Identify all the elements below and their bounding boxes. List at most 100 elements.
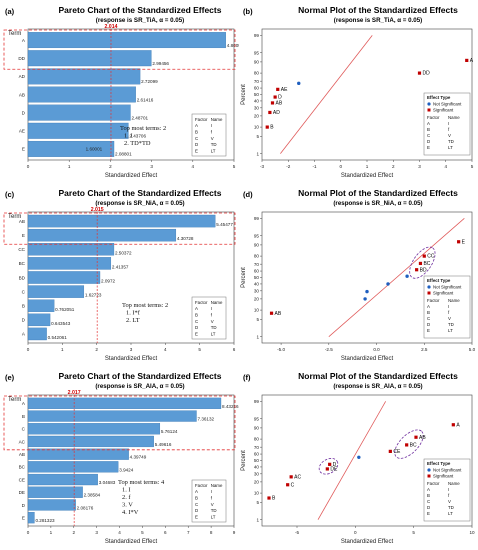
top-terms-note: 2. f	[122, 494, 131, 501]
point-not-significant	[357, 455, 361, 460]
legend-name: I	[211, 489, 212, 494]
y-tick-label: 60	[254, 452, 260, 457]
data-label: 2.08801	[115, 152, 132, 157]
bar-bc	[27, 461, 119, 473]
point-label: E	[462, 239, 466, 245]
x-tick-label: 2	[95, 347, 98, 352]
legend-marker-not-significant	[427, 285, 431, 289]
point-significant	[269, 311, 274, 315]
x-tick-label: 8	[210, 530, 213, 535]
y-tick-label: 90	[254, 243, 260, 248]
point-label: C	[291, 482, 295, 488]
legend-name: V	[211, 136, 214, 141]
bar-e	[27, 140, 115, 157]
point-label: A	[456, 422, 460, 428]
y-tick-label: 70	[254, 262, 260, 267]
legend-box	[191, 296, 227, 340]
legend-name: f	[211, 129, 213, 134]
bar-ac	[27, 435, 154, 448]
bar-de	[27, 486, 83, 498]
legend-significant: Significant	[433, 108, 454, 113]
legend-factor: E	[427, 328, 430, 333]
legend-name: V	[211, 502, 214, 507]
y-tick-label: 30	[254, 471, 260, 476]
x-axis-label: Standardized Effect	[341, 173, 394, 179]
x-tick-label: 4	[444, 164, 447, 169]
panel-label: (c)	[5, 190, 15, 199]
legend-title: Effect Type	[427, 95, 451, 100]
y-axis-label: Term	[8, 214, 21, 220]
legend-factor: B	[427, 493, 430, 498]
point-label: AB	[419, 435, 426, 441]
y-tick-label: 60	[254, 269, 260, 274]
legend-name: V	[448, 316, 451, 321]
y-tick-label: 95	[254, 50, 260, 55]
point-significant	[422, 254, 426, 258]
legend-factor: C	[195, 502, 198, 507]
point-label: BC	[410, 443, 417, 449]
panel-d: (d) Normal Plot of the Standardized Effec…	[240, 185, 477, 366]
y-tick-label: 5	[256, 500, 259, 505]
legend-name-header: Name	[211, 483, 223, 488]
bar-cc	[27, 243, 115, 256]
point-significant	[325, 467, 329, 471]
legend-marker-significant	[427, 108, 431, 112]
data-label: 5.49616	[155, 442, 172, 447]
top-terms-note: 2. TD*TD	[124, 140, 151, 147]
legend-factor: D	[427, 139, 430, 144]
x-tick-label: 5	[198, 347, 201, 352]
category-label: A	[22, 38, 26, 43]
point-label: AC	[294, 474, 301, 480]
top-terms-note: Top most terms: 2	[122, 302, 168, 309]
y-axis-label: Term	[8, 31, 21, 37]
y-tick-label: 40	[254, 465, 260, 470]
bar-d	[27, 313, 51, 327]
legend-factor: C	[195, 136, 198, 141]
pareto-chart-sr-tia: (a) Pareto Chart of the Standardized Effe…	[3, 5, 239, 179]
legend-name: LT	[448, 145, 453, 150]
legend-name: V	[448, 499, 451, 504]
legend-factor: E	[195, 332, 198, 337]
pareto-chart-sr-nia: (c) Pareto Chart of the Standardized Effe…	[3, 188, 236, 362]
legend-name-header: Name	[211, 117, 223, 122]
legend-factor: B	[195, 495, 198, 500]
data-label: 2.61416	[137, 97, 154, 102]
x-tick-label: 0	[27, 347, 30, 352]
data-label: 2.50372	[115, 250, 132, 255]
legend-name: V	[448, 133, 451, 138]
y-tick-label: 50	[254, 275, 260, 280]
bar-e	[27, 228, 177, 242]
point-significant	[465, 58, 469, 63]
category-label: E	[22, 147, 25, 152]
panel-a: (a) Pareto Chart of the Standardized Effe…	[2, 2, 239, 183]
data-label: 2.0972	[101, 279, 115, 284]
bar-d	[27, 499, 76, 511]
x-axis-label: Standardized Effect	[341, 539, 394, 545]
x-tick-label: 1	[366, 164, 369, 169]
panel-label: (a)	[5, 7, 15, 16]
legend-title: Effect Type	[427, 278, 451, 283]
point-not-significant	[363, 297, 367, 301]
legend-name-header: Name	[448, 115, 460, 120]
panel-label: (b)	[243, 7, 253, 16]
chart-subtitle: (response is SR_NiA, α = 0.05)	[333, 200, 422, 207]
bar-bc	[27, 257, 112, 270]
y-tick-label: 90	[254, 426, 260, 431]
legend-name: f	[448, 310, 450, 315]
data-label: 3.9424	[119, 467, 133, 472]
x-tick-label: 1	[50, 530, 53, 535]
legend-factor: C	[195, 319, 198, 324]
y-tick-label: 80	[254, 71, 260, 76]
y-tick-label: 95	[254, 233, 260, 238]
legend-name: LT	[448, 511, 453, 516]
bar-a	[27, 32, 226, 49]
point-label: CE	[393, 449, 401, 455]
y-tick-label: 60	[254, 86, 260, 91]
panel-label: (e)	[5, 373, 15, 382]
category-label: C	[22, 427, 26, 432]
point-label: D	[278, 95, 282, 101]
y-tick-label: 90	[254, 60, 260, 65]
x-tick-label: 1	[61, 347, 64, 352]
legend-marker-not-significant	[427, 468, 431, 472]
legend-factor: A	[195, 489, 198, 494]
